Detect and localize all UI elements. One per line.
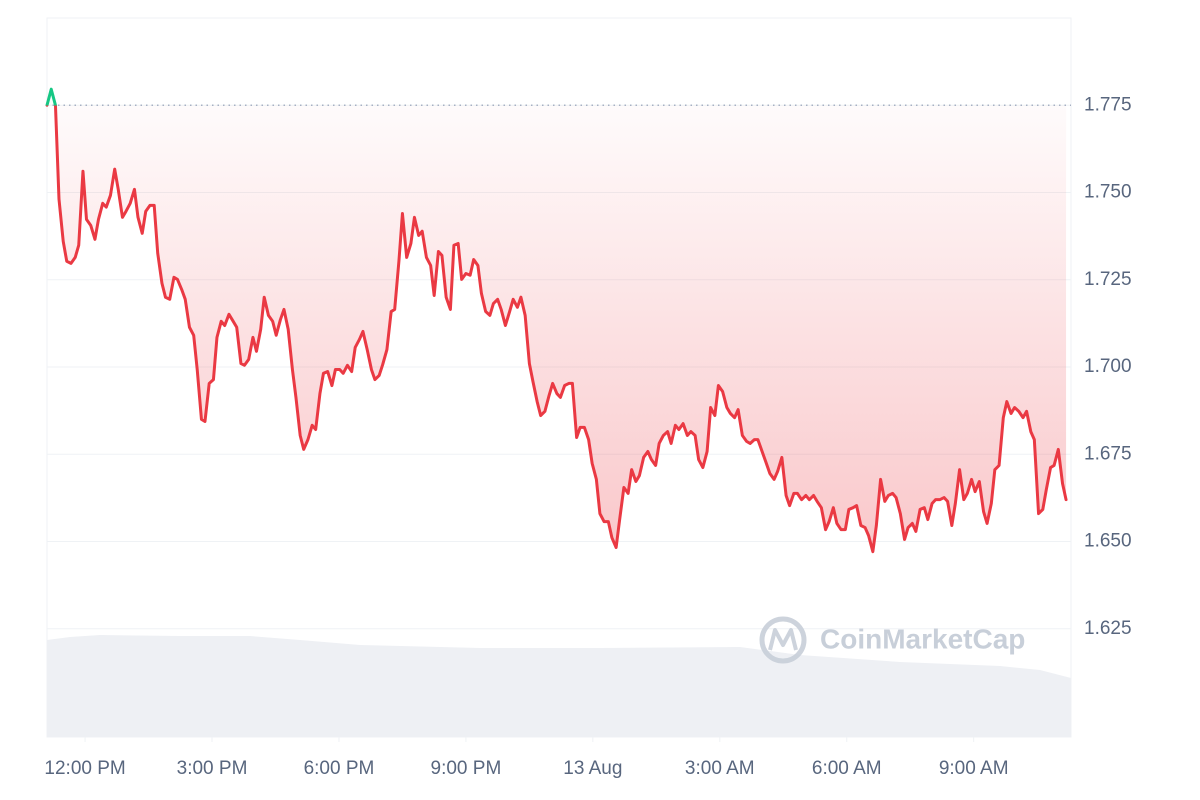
y-tick-label: 1.650 <box>1084 531 1132 552</box>
watermark-logo <box>759 616 807 664</box>
x-tick-label: 12:00 PM <box>44 758 125 779</box>
x-tick-label: 13 Aug <box>563 758 622 779</box>
price-line <box>45 87 1068 554</box>
x-tick-label: 9:00 PM <box>431 758 502 779</box>
watermark: CoinMarketCap <box>820 623 1025 654</box>
logo-ring <box>759 616 807 664</box>
volume-backdrop <box>47 635 1071 737</box>
y-tick-label: 1.700 <box>1084 356 1132 377</box>
data-layer <box>45 87 1071 554</box>
y-tick-label: 1.750 <box>1084 182 1132 203</box>
x-tick-label: 6:00 PM <box>304 758 375 779</box>
x-tick-label: 9:00 AM <box>939 758 1009 779</box>
x-tick-label: 3:00 AM <box>685 758 755 779</box>
area-fill <box>47 89 1067 552</box>
y-tick-label: 1.725 <box>1084 269 1132 290</box>
x-tick-label: 6:00 AM <box>812 758 882 779</box>
y-tick-label: 1.775 <box>1084 94 1132 115</box>
y-tick-label: 1.625 <box>1084 618 1132 639</box>
logo-mark <box>768 628 798 651</box>
y-tick-label: 1.675 <box>1084 443 1132 464</box>
x-tick-label: 3:00 PM <box>177 758 248 779</box>
